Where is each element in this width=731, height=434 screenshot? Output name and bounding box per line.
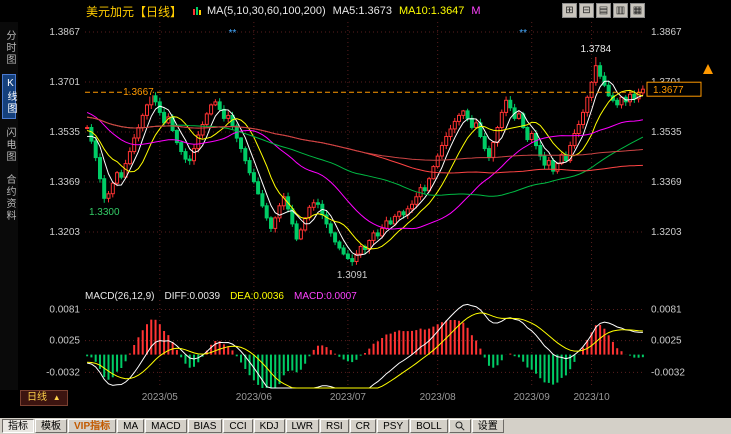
- macd-value: MACD:0.0007: [294, 291, 357, 302]
- layout-button-0[interactable]: ⊞: [562, 3, 577, 18]
- search-button[interactable]: [448, 419, 471, 433]
- indicator-toolbar: 指标 模板 VIP指标 MA MACD BIAS CCI KDJ LWR RSI CR PSY BOLL…: [0, 418, 731, 434]
- toolbar-tab-12[interactable]: BOLL: [410, 419, 448, 433]
- sidebar-item-0[interactable]: 分时图: [4, 30, 15, 66]
- sidebar-item-3[interactable]: 合约资料: [4, 174, 15, 222]
- toolbar-tab-1[interactable]: 模板: [35, 419, 67, 433]
- layout-button-1[interactable]: ⊟: [579, 3, 594, 18]
- macd-axis-label-right: 0.0025: [651, 336, 682, 347]
- ma10-value: MA10:1.3647: [398, 5, 465, 17]
- price-chart[interactable]: 1.38671.38671.37011.37011.35351.35351.33…: [18, 22, 731, 390]
- macd-axis-label-left: 0.0081: [49, 304, 80, 315]
- ma60-line: [87, 116, 644, 197]
- y-axis-label-left: 1.3535: [49, 127, 80, 138]
- x-axis-label: 2023/08: [419, 392, 456, 403]
- y-axis-label-left: 1.3203: [49, 227, 80, 238]
- macd-legend: MACD(26,12,9) DIFF:0.0039 DEA:0.0036 MAC…: [85, 291, 357, 302]
- x-axis-label: 2023/10: [573, 392, 610, 403]
- time-axis: 日线 ▲ 2023/05 2023/06 2023/07 2023/08 2023/09…: [0, 390, 731, 406]
- toolbar-tab-4[interactable]: MACD: [145, 419, 187, 433]
- x-axis-label: 2023/07: [329, 392, 366, 403]
- event-marker: **: [229, 28, 237, 39]
- layout-buttons: ⊞ ⊟ ▤ ▥ ▦: [562, 3, 645, 18]
- toolbar-tab-6[interactable]: CCI: [223, 419, 253, 433]
- alert-arrow-icon: [703, 64, 713, 74]
- y-axis-label-right: 1.3535: [651, 127, 682, 138]
- layout-button-3[interactable]: ▥: [613, 3, 628, 18]
- settings-button[interactable]: 设置: [471, 419, 504, 433]
- x-axis-label: 2023/05: [141, 392, 178, 403]
- toolbar-tab-7[interactable]: KDJ: [253, 419, 285, 433]
- last-price-value: 1.3677: [653, 85, 684, 96]
- price-annotation: 1.3300: [89, 207, 120, 218]
- ma-params-label: MA(5,10,30,60,100,200): [207, 5, 326, 17]
- period-label: 日线: [27, 392, 47, 403]
- toolbar-tab-2[interactable]: VIP指标: [68, 419, 117, 433]
- y-axis-label-right: 1.3203: [651, 227, 682, 238]
- toolbar-tab-11[interactable]: PSY: [377, 419, 410, 433]
- macd-axis-label-right: 0.0081: [651, 304, 682, 315]
- ma30-value-truncated: M: [471, 5, 481, 17]
- y-axis-label-left: 1.3701: [49, 77, 80, 88]
- macd-histogram: [86, 319, 644, 388]
- sidebar-item-1[interactable]: K线图: [2, 74, 16, 119]
- y-axis-label-right: 1.3369: [651, 177, 682, 188]
- price-annotation: 1.3784: [581, 44, 612, 55]
- macd-params-label: MACD(26,12,9): [85, 291, 155, 302]
- price-annotation: 1.3091: [337, 270, 368, 281]
- y-axis-label-right: 1.3867: [651, 27, 682, 38]
- search-icon: [455, 421, 465, 431]
- dea-line: [87, 312, 643, 389]
- layout-button-4[interactable]: ▦: [630, 3, 645, 18]
- dea-value: DEA:0.0036: [230, 291, 284, 302]
- x-axis-label: 2023/06: [235, 392, 272, 403]
- diff-line: [86, 303, 643, 389]
- chevron-up-icon: ▲: [52, 393, 61, 402]
- y-axis-label-left: 1.3369: [49, 177, 80, 188]
- grid: [85, 22, 645, 388]
- y-axis-label-left: 1.3867: [49, 27, 80, 38]
- toolbar-tab-5[interactable]: BIAS: [187, 419, 223, 433]
- toolbar-tab-9[interactable]: RSI: [320, 419, 349, 433]
- macd-axis-label-right: -0.0032: [651, 367, 685, 378]
- candlestick-series: [85, 57, 645, 266]
- ma10-line: [86, 89, 644, 250]
- period-selector[interactable]: 日线 ▲: [20, 390, 68, 406]
- ma5-line: [87, 80, 644, 256]
- macd-axis-label-left: 0.0025: [49, 336, 80, 347]
- left-tab-strip: 分时图 K线图闪电图合约资料: [0, 22, 18, 390]
- ma200-line: [87, 116, 643, 161]
- macd-axis-label-left: -0.0032: [46, 367, 80, 378]
- symbol-title: 美元加元【日线】: [86, 4, 183, 19]
- event-marker: **: [519, 28, 527, 39]
- ma5-value: MA5:1.3673: [332, 5, 392, 17]
- toolbar-tab-3[interactable]: MA: [117, 419, 145, 433]
- toolbar-tab-10[interactable]: CR: [349, 419, 377, 433]
- toolbar-tab-0[interactable]: 指标: [2, 419, 34, 433]
- price-annotation: 1.3667: [123, 87, 154, 98]
- diff-value: DIFF:0.0039: [164, 291, 221, 302]
- layout-button-2[interactable]: ▤: [596, 3, 611, 18]
- toolbar-tab-8[interactable]: LWR: [285, 419, 319, 433]
- indicator-icon[interactable]: [192, 6, 202, 16]
- ma30-line: [86, 111, 644, 230]
- last-price-tag: [646, 81, 702, 97]
- sidebar-item-2[interactable]: 闪电图: [4, 127, 15, 163]
- chart-header: 美元加元【日线】 MA(5,10,30,60,100,200) MA5:1.36…: [0, 0, 731, 22]
- x-axis-label: 2023/09: [513, 392, 550, 403]
